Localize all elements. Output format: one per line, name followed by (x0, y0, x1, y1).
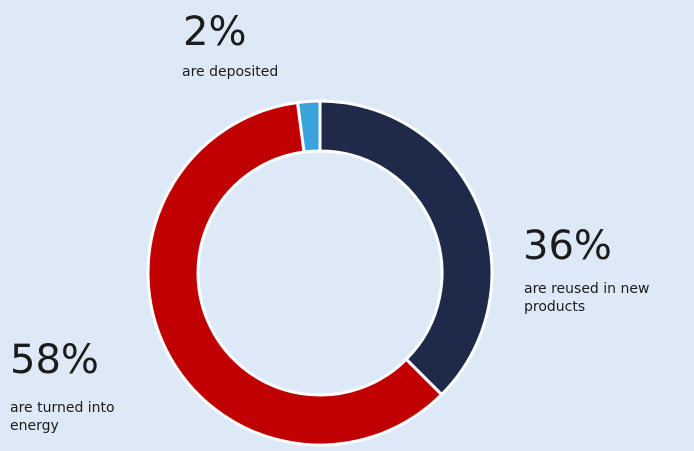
slice-deposited (296, 99, 322, 154)
energy-percent-label: 58% (10, 337, 99, 383)
energy-description: are turned into energy (10, 400, 115, 434)
slice-reused (318, 99, 494, 397)
deposited-description: are deposited (182, 64, 279, 80)
reused-description: are reused in new products (524, 281, 650, 315)
slice-energy (146, 100, 444, 447)
deposited-percent-label: 2% (183, 9, 247, 55)
reused-percent-label: 36% (523, 223, 612, 269)
